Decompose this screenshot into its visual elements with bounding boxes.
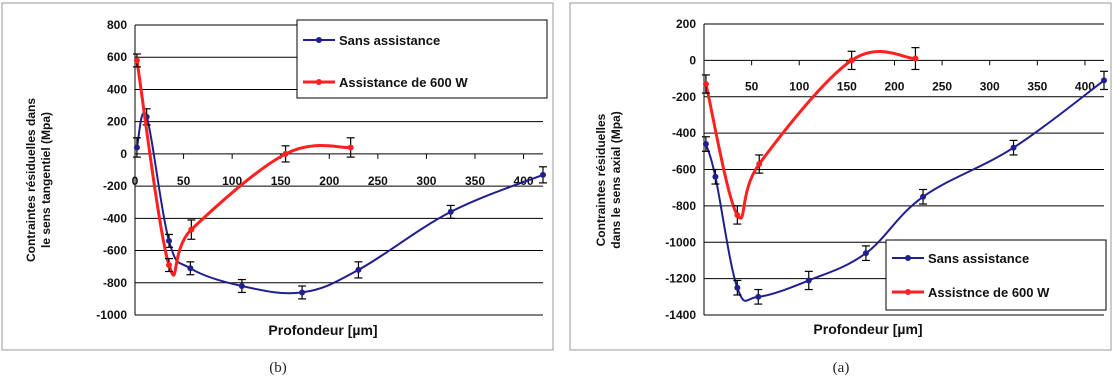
chart-b-y-tick-label: -600 (103, 244, 127, 258)
chart-a-series-line-1 (704, 79, 1105, 302)
chart-b-point (188, 226, 195, 233)
chart-panel-a: 200 0 -200 -400 -600 -800 -1000 -1200 -1400 50 100… (568, 0, 1114, 380)
chart-b-legend-label-2: Assistance de 600 W (339, 75, 468, 90)
chart-b-legend-marker-1 (316, 37, 322, 43)
chart-a-plot: 200 0 -200 -400 -600 -800 -1000 -1200 -1400 50 100… (665, 17, 1108, 322)
chart-a-y-tick-label: 200 (676, 17, 696, 31)
chart-panel-b: 800 600 400 200 0 -200 -400 -600 -800 -1000 0 50 100… (0, 0, 556, 380)
chart-b-x-tick-label: 300 (416, 174, 436, 188)
chart-a-x-tick-label: 150 (837, 79, 857, 93)
chart-a-x-tick-label: 50 (745, 79, 759, 93)
chart-b-legend-label-1: Sans assistance (339, 33, 440, 48)
chart-a-point (756, 161, 763, 168)
chart-b-y-tick-label: 200 (107, 115, 127, 129)
chart-a-legend-marker-2 (905, 289, 911, 295)
chart-b-y-tick-label: -400 (103, 211, 127, 225)
chart-a-y-label-line-2: dans le sens axial (Mpa) (609, 111, 623, 248)
chart-b-y-tick-label: 600 (107, 50, 127, 64)
chart-a-x-tick-label: 300 (980, 79, 1000, 93)
chart-b-point (347, 144, 354, 151)
chart-a-point (862, 250, 869, 257)
chart-a-svg: 200 0 -200 -400 -600 -800 -1000 -1200 -1400 50 100… (569, 2, 1112, 376)
chart-b-point (282, 150, 289, 157)
chart-b-x-tick-label: 350 (465, 174, 485, 188)
chart-b-point (133, 144, 140, 151)
chart-a-point (920, 193, 927, 200)
chart-b-point (447, 208, 454, 215)
chart-a-point (734, 284, 741, 291)
chart-b-point (187, 265, 194, 272)
chart-b-x-tick-label: 250 (368, 174, 388, 188)
chart-b-point (299, 289, 306, 296)
chart-b-y-label-line-1: Contraintes résiduelles dans (24, 98, 38, 262)
chart-b-x-tick-label: 100 (222, 174, 242, 188)
chart-a-legend (885, 239, 1107, 311)
chart-b-point (238, 283, 245, 289)
chart-a-point (805, 277, 812, 284)
chart-a-legend-marker-1 (905, 255, 911, 261)
chart-a-point (755, 293, 762, 300)
chart-b-point (166, 262, 172, 269)
chart-a-point (848, 57, 855, 64)
chart-b-y-tick-label: -1000 (96, 308, 127, 322)
chart-a-x-label: Profondeur [µm] (813, 321, 922, 337)
chart-a-x-tick-label: 200 (884, 79, 904, 93)
chart-a-legend-label-1: Sans assistance (928, 251, 1029, 266)
chart-a-point (1101, 77, 1107, 84)
chart-a-point (702, 141, 709, 148)
chart-b-y-tick-label: -800 (103, 276, 127, 290)
chart-b-y-tick-label: -200 (103, 179, 127, 193)
chart-a-y-tick-label: -1400 (665, 308, 696, 322)
chart-b-svg: 800 600 400 200 0 -200 -400 -600 -800 -1000 0 50 100… (1, 2, 554, 376)
chart-a-y-label-line-1: Contraintes résiduelles (594, 113, 608, 246)
chart-b-caption: (b) (269, 360, 287, 376)
chart-a-point (912, 55, 919, 62)
chart-b-y-label-line-2: le sens tangentiel (Mpa) (39, 112, 53, 248)
chart-a-y-tick-label: -800 (672, 199, 696, 213)
chart-a-point (734, 211, 741, 218)
chart-a-y-tick-label: -400 (672, 126, 696, 140)
chart-a-y-tick-label: 0 (689, 53, 696, 67)
chart-a-legend-label-2: Assistnce de 600 W (928, 285, 1050, 300)
chart-b-x-tick-label: 50 (177, 174, 191, 188)
chart-a-x-tick-label: 400 (1075, 79, 1095, 93)
chart-b-series-line-2 (135, 60, 351, 277)
chart-b-point (355, 266, 362, 273)
chart-b-legend (296, 19, 548, 99)
chart-b-y-tick-label: 400 (107, 82, 127, 96)
chart-a-x-tick-label: 100 (789, 79, 809, 93)
chart-a-point (712, 173, 719, 180)
chart-a-point (702, 81, 709, 88)
chart-a-y-tick-label: -600 (672, 163, 696, 177)
chart-a-y-tick-label: -1200 (665, 272, 696, 286)
chart-b-x-tick-label: 150 (271, 174, 291, 188)
chart-b-point (133, 57, 140, 64)
chart-b-y-tick-label: 800 (107, 18, 127, 32)
chart-b-legend-marker-2 (316, 79, 322, 85)
chart-b-point (166, 237, 172, 244)
chart-b-x-tick-label: 200 (319, 174, 339, 188)
chart-a-point (1010, 144, 1017, 151)
chart-b-plot: 800 600 400 200 0 -200 -400 -600 -800 -1000 0 50 100… (96, 18, 548, 322)
chart-a-caption: (a) (833, 360, 850, 376)
chart-b-x-tick-label: 0 (132, 174, 139, 188)
chart-a-y-tick-label: -1000 (665, 235, 696, 249)
chart-a-y-tick-label: -200 (672, 90, 696, 104)
chart-b-y-tick-label: 0 (120, 147, 127, 161)
chart-a-x-tick-label: 350 (1027, 79, 1047, 93)
chart-a-x-tick-label: 250 (932, 79, 952, 93)
chart-b-point (540, 171, 546, 178)
chart-b-x-label: Profondeur [µm] (268, 322, 377, 338)
